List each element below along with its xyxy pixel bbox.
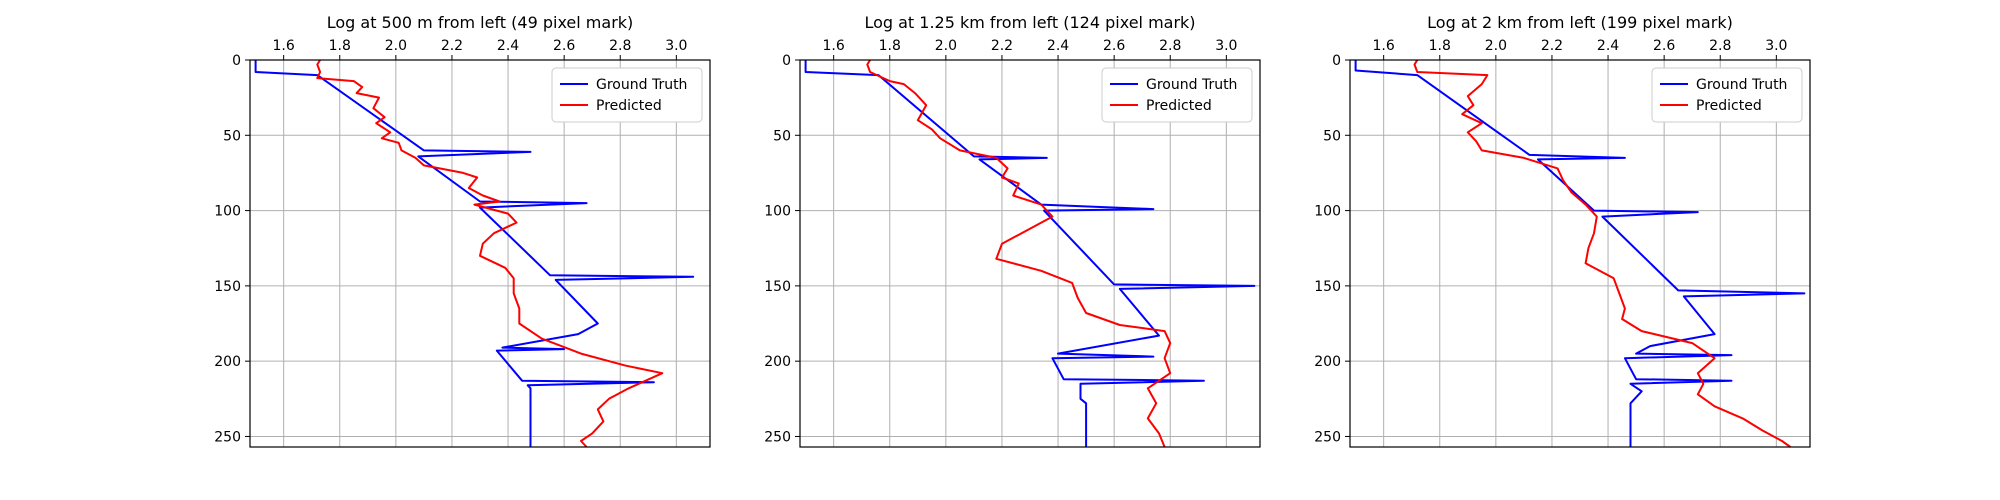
plot-frame [249, 59, 711, 448]
plot-frame [1349, 59, 1811, 448]
x-tick-label: 2.4 [1047, 38, 1069, 54]
x-tick-label: 2.6 [1653, 38, 1675, 54]
x-tick-label: 1.6 [823, 38, 845, 54]
legend-box [551, 67, 703, 123]
y-tick-label: 200 [214, 354, 241, 370]
x-tick-label: 1.8 [879, 38, 901, 54]
legend-label-predicted: Predicted [1696, 98, 1762, 114]
series-line-predicted [1413, 59, 1791, 448]
x-tick-label: 2.0 [935, 38, 957, 54]
y-tick-label: 200 [764, 354, 791, 370]
legend-label-predicted: Predicted [1146, 98, 1212, 114]
series-line-predicted [866, 59, 1172, 448]
x-tick-label: 2.6 [553, 38, 575, 54]
y-tick-label: 50 [1323, 128, 1341, 144]
y-tick-label: 0 [232, 53, 241, 69]
x-tick-label: 3.0 [1215, 38, 1237, 54]
x-tick-label: 2.6 [1103, 38, 1125, 54]
x-tick-label: 2.0 [385, 38, 407, 54]
legend-label-ground-truth: Ground Truth [1696, 77, 1787, 93]
y-tick-label: 0 [782, 53, 791, 69]
x-tick-label: 1.6 [1373, 38, 1395, 54]
x-tick-label: 2.2 [441, 38, 463, 54]
legend-label-predicted: Predicted [596, 98, 662, 114]
x-tick-label: 1.6 [273, 38, 295, 54]
y-tick-label: 200 [1314, 354, 1341, 370]
x-tick-label: 2.4 [497, 38, 519, 54]
y-tick-label: 150 [764, 279, 791, 295]
panel-title: Log at 500 m from left (49 pixel mark) [327, 13, 634, 32]
y-tick-label: 50 [223, 128, 241, 144]
chart-panel-1: 1.6 1.8 2.0 2.2 2.4 2.6 2.8 3.0 0 50 100 150 200 250 L… [214, 13, 711, 448]
y-tick-label: 100 [214, 204, 241, 220]
y-tick-label: 150 [1314, 279, 1341, 295]
legend: Ground Truth Predicted [551, 67, 703, 123]
y-tick-label: 0 [1332, 53, 1341, 69]
y-tick-label: 100 [764, 204, 791, 220]
plot-frame [799, 59, 1261, 448]
series-line-predicted [316, 59, 664, 448]
legend: Ground Truth Predicted [1101, 67, 1253, 123]
x-tick-label: 1.8 [329, 38, 351, 54]
y-tick-label: 50 [773, 128, 791, 144]
y-tick-label: 100 [1314, 204, 1341, 220]
legend-box [1651, 67, 1803, 123]
x-tick-label: 2.8 [1709, 38, 1731, 54]
series-line-ground-truth [254, 60, 695, 447]
legend-label-ground-truth: Ground Truth [596, 77, 687, 93]
legend-label-ground-truth: Ground Truth [1146, 77, 1237, 93]
x-tick-label: 2.8 [609, 38, 631, 54]
x-tick-label: 2.8 [1159, 38, 1181, 54]
x-tick-label: 3.0 [1765, 38, 1787, 54]
x-tick-label: 1.8 [1429, 38, 1451, 54]
y-tick-label: 250 [1314, 429, 1341, 445]
x-tick-label: 2.2 [1541, 38, 1563, 54]
chart-panel-3: 1.6 1.8 2.0 2.2 2.4 2.6 2.8 3.0 0 50 100 150 200 250 L… [1314, 13, 1811, 448]
panel-title: Log at 1.25 km from left (124 pixel mark… [864, 13, 1195, 32]
y-tick-label: 250 [214, 429, 241, 445]
y-tick-label: 150 [214, 279, 241, 295]
series-line-ground-truth [804, 60, 1256, 447]
x-tick-label: 2.0 [1485, 38, 1507, 54]
series-line-ground-truth [1354, 60, 1806, 447]
panel-title: Log at 2 km from left (199 pixel mark) [1427, 13, 1733, 32]
chart-panel-2: 1.6 1.8 2.0 2.2 2.4 2.6 2.8 3.0 0 50 100 150 200 250 L… [764, 13, 1261, 448]
x-tick-label: 2.4 [1597, 38, 1619, 54]
x-tick-label: 2.2 [991, 38, 1013, 54]
legend: Ground Truth Predicted [1651, 67, 1803, 123]
x-tick-label: 3.0 [665, 38, 687, 54]
y-tick-label: 250 [764, 429, 791, 445]
legend-box [1101, 67, 1253, 123]
